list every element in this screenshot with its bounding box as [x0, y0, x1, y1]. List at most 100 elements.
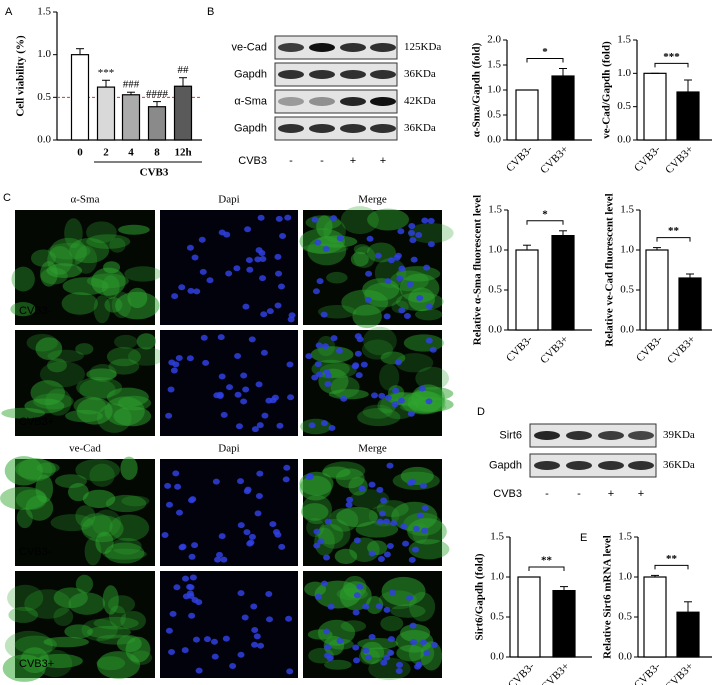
cell-stain — [62, 277, 109, 296]
significance: #### — [146, 88, 169, 100]
nucleus — [282, 476, 290, 483]
cell-stain — [352, 304, 382, 329]
cell-stain — [104, 396, 145, 426]
nucleus — [191, 254, 199, 261]
cell-stain — [361, 339, 394, 360]
nucleus — [398, 265, 406, 272]
blot-size: 42KDa — [404, 95, 436, 107]
nucleus — [388, 589, 396, 596]
nucleus — [390, 520, 398, 527]
cell-stain — [315, 235, 358, 248]
nucleus — [375, 603, 383, 610]
nucleus — [247, 539, 255, 546]
y-tick-label: 0.0 — [617, 134, 631, 146]
cell-stain — [4, 630, 53, 661]
nucleus — [323, 628, 331, 635]
cell-stain — [91, 509, 122, 537]
nucleus — [397, 228, 405, 235]
cell-stain — [340, 620, 367, 632]
nucleus — [340, 395, 348, 402]
nucleus — [225, 270, 233, 277]
nucleus — [192, 636, 200, 643]
nucleus — [380, 659, 388, 666]
blot-band — [566, 461, 592, 470]
y-axis-label: ve-Cad/Gapdh (fold) — [601, 41, 613, 139]
nucleus — [406, 281, 414, 288]
y-tick-label: 0.0 — [618, 651, 632, 663]
nucleus — [245, 257, 253, 264]
cell-stain — [396, 644, 425, 662]
cell-stain — [24, 398, 65, 414]
nucleus — [403, 313, 411, 320]
column-header: Merge — [358, 194, 387, 206]
nucleus — [188, 612, 196, 619]
bar — [517, 576, 541, 658]
nucleus — [313, 528, 321, 535]
nucleus — [251, 641, 259, 648]
cell-stain — [328, 638, 354, 650]
blot-strip — [274, 116, 398, 141]
nucleus — [246, 266, 254, 273]
blot-band — [309, 97, 335, 106]
blot-band — [309, 43, 335, 52]
bar — [678, 277, 702, 331]
nucleus — [365, 654, 373, 661]
nucleus — [254, 256, 262, 263]
lane-sign: + — [380, 155, 386, 167]
nucleus — [161, 532, 169, 539]
nucleus — [240, 398, 248, 405]
x-tick-label: CVB3+ — [538, 333, 571, 366]
nucleus — [261, 412, 269, 419]
nucleus — [396, 275, 404, 282]
cell-stain — [55, 474, 87, 488]
column-header: α-Sma — [71, 194, 100, 206]
nucleus — [202, 359, 210, 366]
nucleus — [237, 478, 245, 485]
cell-stain — [0, 486, 47, 510]
y-tick-label: 1.5 — [617, 34, 631, 46]
cell-stain — [53, 607, 74, 627]
cell-stain — [340, 206, 379, 235]
cell-stain — [30, 249, 57, 267]
blot-band — [340, 43, 366, 52]
nucleus — [178, 284, 186, 291]
nucleus — [394, 359, 402, 366]
nucleus — [386, 462, 394, 469]
y-tick-label: 0.0 — [620, 324, 634, 336]
nucleus — [421, 505, 429, 512]
cell-stain — [121, 495, 150, 507]
y-tick-label: 0.5 — [488, 284, 502, 296]
cell-stain — [11, 266, 35, 292]
cell-stain — [114, 334, 138, 349]
x-tick-label: CVB3+ — [663, 143, 696, 176]
x-tick-label: CVB3- — [632, 660, 663, 685]
cell-stain — [75, 245, 98, 274]
nucleus — [278, 543, 286, 550]
nucleus — [358, 485, 366, 492]
y-axis-label: Sirt6/Gapdh (fold) — [474, 553, 486, 640]
bar — [645, 249, 669, 331]
cell-stain — [86, 234, 131, 249]
blot-band — [278, 124, 304, 133]
nucleus — [322, 245, 330, 252]
cell-stain — [350, 489, 390, 509]
nucleus — [305, 353, 313, 360]
cell-stain — [362, 404, 393, 419]
nucleus — [260, 349, 268, 356]
y-tick-label: 1.5 — [487, 59, 501, 71]
cell-stain — [7, 584, 44, 612]
nucleus — [352, 609, 360, 616]
nucleus — [397, 397, 405, 404]
bar — [551, 235, 575, 331]
y-tick-label: 1.5 — [618, 531, 632, 543]
cell-stain — [357, 638, 399, 650]
nucleus — [274, 253, 282, 260]
nucleus — [410, 256, 418, 263]
x-tick-label: CVB3+ — [663, 660, 696, 685]
nucleus — [287, 394, 295, 401]
nucleus — [308, 422, 316, 429]
blot-size: 36KDa — [404, 122, 436, 134]
cell-stain — [86, 221, 117, 244]
nucleus — [384, 278, 392, 285]
blot-size: 39KDa — [663, 429, 695, 441]
